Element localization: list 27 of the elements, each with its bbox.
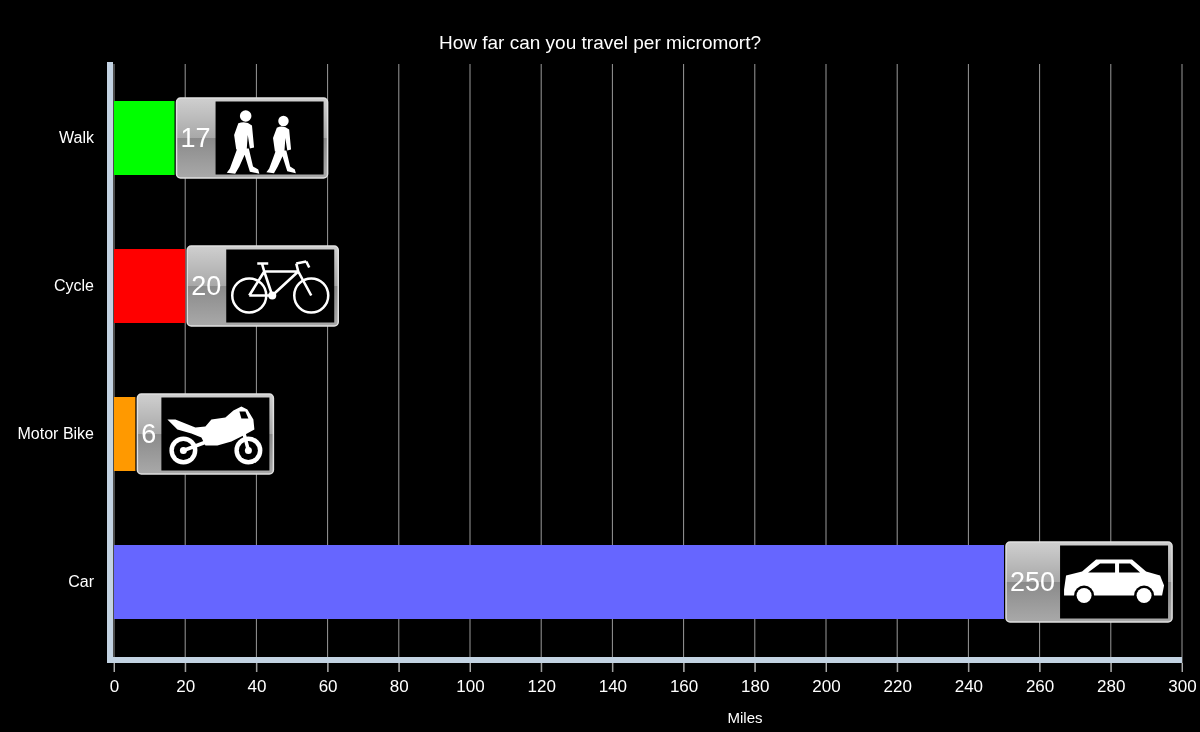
- x-tick-label: 40: [247, 677, 267, 697]
- y-tick-label: Motor Bike: [17, 425, 95, 443]
- x-tick-label: 260: [1025, 677, 1055, 697]
- data-label: 6: [141, 419, 157, 450]
- x-tick-label: 60: [318, 677, 338, 697]
- x-tick-label: 120: [527, 677, 556, 697]
- x-tick-label: 80: [389, 677, 409, 697]
- data-label: 20: [191, 271, 222, 302]
- x-tick-label: 140: [598, 677, 628, 697]
- data-label: 17: [180, 123, 211, 154]
- y-tick-label: Car: [68, 573, 95, 591]
- x-tick-label: 280: [1097, 677, 1126, 697]
- x-tick-label: 100: [456, 677, 485, 697]
- bar: [114, 397, 136, 471]
- y-tick-label: Cycle: [53, 277, 95, 295]
- y-tick-label: Walk: [59, 129, 95, 147]
- x-tick-label: 220: [883, 677, 912, 697]
- x-tick-label: 240: [954, 677, 984, 697]
- x-tick-label: 300: [1168, 677, 1197, 697]
- x-axis-title: Miles: [727, 709, 763, 726]
- chart-title: How far can you travel per micromort?: [438, 32, 762, 53]
- x-tick-label: 20: [176, 677, 196, 697]
- x-tick-label: 180: [741, 677, 770, 697]
- x-tick-label: 160: [669, 677, 699, 697]
- data-label: 250: [1010, 567, 1056, 598]
- x-tick-label: 200: [812, 677, 841, 697]
- x-tick-label: 0: [109, 677, 120, 697]
